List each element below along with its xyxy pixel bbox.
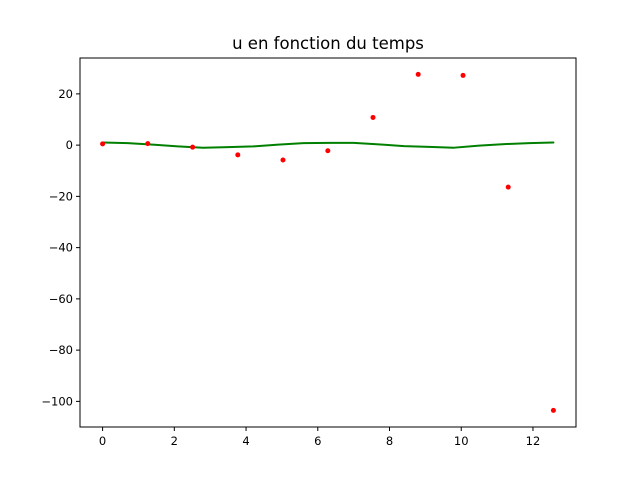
x-tick-label: 12: [526, 434, 541, 448]
x-axis: 0 2 4 6 8 10 12: [99, 427, 540, 448]
x-tick-label: 8: [386, 434, 393, 448]
data-point: [460, 72, 466, 78]
y-tick-label: −60: [49, 292, 73, 306]
y-axis: 20 0 −20 −40 −60 −80 −100: [41, 87, 80, 408]
data-point: [280, 157, 286, 163]
data-point: [190, 144, 196, 150]
data-point: [235, 152, 241, 158]
series-line: [101, 141, 555, 149]
y-tick-label: −100: [41, 394, 73, 408]
y-tick-label: −20: [49, 189, 73, 203]
y-tick-label: 20: [58, 87, 73, 101]
y-tick-label: 0: [66, 138, 73, 152]
x-tick-label: 0: [99, 434, 106, 448]
x-tick-label: 6: [314, 434, 321, 448]
data-point: [370, 114, 376, 120]
chart-title: u en fonction du temps: [232, 34, 424, 53]
data-point: [100, 141, 106, 147]
x-tick-label: 10: [454, 434, 469, 448]
data-point: [550, 407, 556, 413]
data-point: [145, 141, 151, 147]
y-tick-label: −40: [49, 241, 73, 255]
x-tick-label: 4: [242, 434, 249, 448]
plot-area: [100, 71, 556, 413]
x-tick-label: 2: [171, 434, 178, 448]
axes-frame: [79, 57, 577, 428]
data-point: [415, 71, 421, 77]
data-point: [505, 184, 511, 190]
data-point: [325, 148, 331, 154]
y-tick-label: −80: [49, 343, 73, 357]
